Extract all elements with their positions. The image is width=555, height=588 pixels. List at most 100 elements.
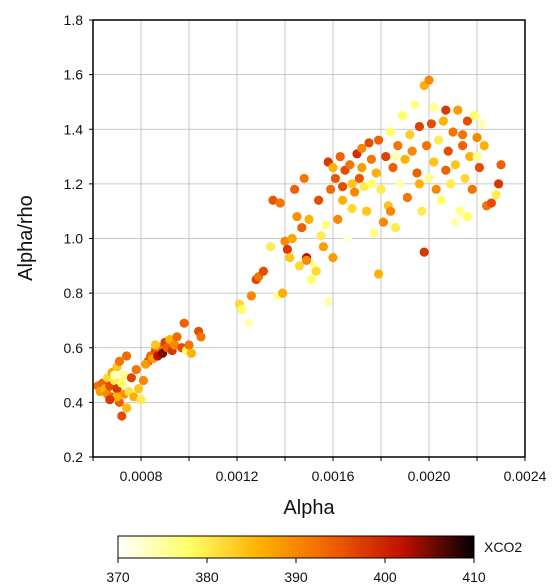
scatter-point [472, 151, 482, 162]
scatter-point [417, 206, 427, 216]
scatter-point [150, 340, 160, 350]
y-tick-label: 1.0 [64, 231, 84, 247]
scatter-point [170, 340, 180, 350]
scatter-point [134, 384, 144, 394]
scatter-point [335, 151, 345, 162]
scatter-point [419, 247, 429, 257]
scatter-point [474, 162, 484, 173]
scatter-point [443, 146, 453, 156]
scatter-point [126, 373, 136, 383]
scatter-point [184, 340, 194, 350]
scatter-point [347, 179, 357, 189]
scatter-point [405, 130, 415, 140]
scatter-point [316, 231, 326, 241]
scatter-point [434, 135, 444, 145]
scatter-point [369, 228, 379, 238]
scatter-point [138, 375, 148, 386]
scatter-point [364, 138, 374, 148]
scatter-point [117, 378, 127, 388]
y-tick-label: 1.6 [64, 67, 84, 83]
x-axis-title: Alpha [283, 497, 335, 519]
colorbar-tick-label: 410 [462, 569, 486, 585]
scatter-point [441, 105, 451, 115]
colorbar [117, 535, 475, 559]
scatter-point [268, 195, 278, 205]
scatter-point [354, 173, 364, 184]
scatter-point [395, 179, 405, 189]
scatter-point [479, 141, 489, 151]
scatter-point [458, 130, 468, 140]
scatter-point [275, 198, 285, 208]
scatter-point [472, 132, 482, 143]
scatter-point [422, 141, 432, 151]
y-tick-label: 0.2 [64, 449, 84, 465]
scatter-point [424, 173, 434, 184]
y-tick-label: 0.6 [64, 340, 84, 356]
scatter-point [450, 217, 460, 227]
colorbar-tick-label: 380 [195, 569, 219, 585]
scatter-point [110, 370, 120, 380]
scatter-point [114, 356, 124, 367]
scatter-point [117, 411, 127, 421]
scatter-point [362, 206, 372, 216]
scatter-point [321, 220, 331, 230]
colorbar-tick-label: 400 [373, 569, 397, 585]
y-axis-title: Alpha/rho [15, 195, 37, 281]
scatter-point [386, 206, 396, 216]
scatter-point [371, 168, 381, 178]
scatter-point [462, 212, 472, 222]
scatter-point [357, 162, 367, 173]
scatter-point [390, 222, 400, 233]
scatter-point [438, 116, 448, 126]
scatter-point [386, 127, 396, 137]
scatter-point [131, 365, 141, 375]
scatter-point [172, 332, 182, 342]
scatter-point [465, 151, 475, 162]
x-tick-label: 0.0020 [408, 468, 451, 484]
scatter-point [424, 75, 434, 85]
scatter-point [426, 119, 436, 129]
scatter-point [105, 395, 115, 405]
scatter-point [129, 392, 139, 402]
scatter-point [400, 154, 410, 164]
scatter-point [450, 160, 460, 170]
scatter-point [333, 214, 343, 224]
scatter-point [302, 255, 312, 265]
scatter-point [410, 100, 420, 110]
x-axis-ticks: 0.0008 0.0012 0.0016 0.0020 0.0024 [92, 457, 547, 484]
x-tick-label: 0.0024 [504, 468, 547, 484]
scatter-point [477, 119, 487, 129]
scatter-point [292, 212, 302, 222]
x-tick-label: 0.0012 [216, 468, 259, 484]
scatter-point [357, 143, 367, 153]
scatter-point [486, 198, 496, 208]
scatter-point [429, 102, 439, 112]
scatter-point [278, 288, 288, 298]
scatter-point [455, 206, 465, 216]
scatter-point [446, 179, 456, 189]
scatter-point [122, 403, 132, 413]
scatter-point [297, 222, 307, 233]
scatter-point [299, 173, 309, 184]
y-tick-label: 0.8 [64, 285, 84, 301]
scatter-point [378, 217, 388, 227]
scatter-point [402, 192, 412, 203]
scatter-point [342, 233, 352, 244]
scatter-point [141, 359, 151, 369]
scatter-point [366, 179, 376, 189]
scatter-point [311, 266, 321, 276]
scatter-point [359, 182, 369, 192]
scatter-point [287, 233, 297, 244]
scatter-point [393, 141, 403, 151]
scatter-point [390, 151, 400, 162]
scatter-point [388, 162, 398, 173]
scatter-point [491, 190, 501, 200]
scatter-point [338, 195, 348, 205]
scatter-point [374, 269, 384, 279]
scatter-point [347, 203, 357, 214]
scatter-point [441, 165, 451, 175]
scatter-point [306, 274, 316, 285]
scatter-point [330, 173, 340, 184]
scatter-point [122, 351, 132, 361]
y-tick-label: 1.4 [64, 121, 84, 137]
